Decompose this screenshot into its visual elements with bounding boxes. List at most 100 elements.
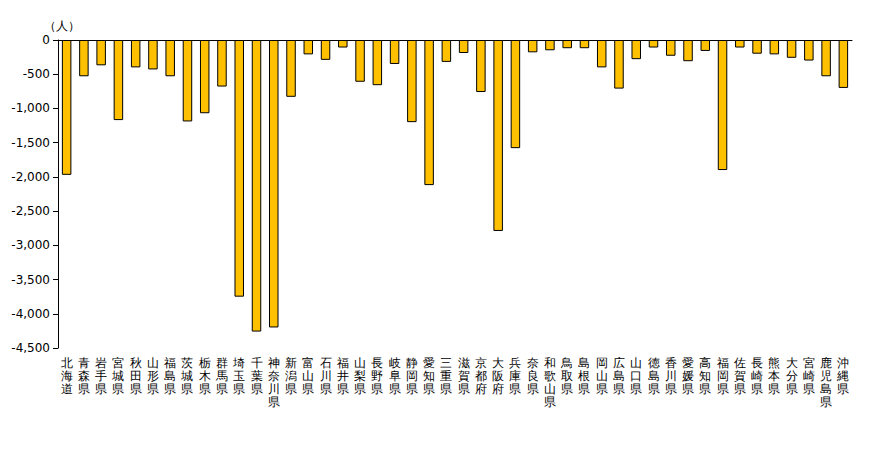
svg-text:県: 県 [216,382,228,396]
svg-text:-3,000: -3,000 [11,238,50,252]
svg-text:滋: 滋 [458,356,470,370]
svg-text:県: 県 [406,382,418,396]
svg-text:県: 県 [578,382,590,396]
svg-text:県: 県 [665,382,677,396]
svg-text:県: 県 [302,382,314,396]
svg-text:大: 大 [492,356,504,370]
svg-text:児: 児 [820,369,832,383]
svg-text:広: 広 [613,356,625,370]
svg-text:県: 県 [164,382,176,396]
svg-text:奈: 奈 [268,369,280,383]
svg-text:川: 川 [320,369,332,383]
svg-text:野: 野 [371,369,383,383]
svg-text:兵: 兵 [509,356,521,370]
svg-text:島: 島 [648,369,660,383]
svg-text:岐: 岐 [389,356,401,370]
svg-text:徳: 徳 [648,356,660,370]
svg-text:知: 知 [699,369,711,383]
svg-text:高: 高 [699,356,711,370]
svg-text:-500: -500 [23,67,50,81]
svg-text:鳥: 鳥 [560,356,573,370]
svg-text:県: 県 [613,382,625,396]
svg-text:（人）: （人） [44,19,80,33]
svg-text:三: 三 [440,356,452,370]
svg-text:県: 県 [337,382,349,396]
svg-text:島: 島 [578,356,590,370]
svg-text:-4,000: -4,000 [11,307,50,321]
svg-text:賀: 賀 [458,369,470,383]
svg-text:0: 0 [42,33,50,47]
svg-text:山: 山 [596,369,608,383]
svg-text:県: 県 [130,382,142,396]
svg-text:潟: 潟 [285,369,297,383]
svg-text:和: 和 [544,356,556,370]
svg-text:岡: 岡 [596,356,608,370]
svg-text:-1,000: -1,000 [11,101,50,115]
svg-text:県: 県 [734,382,746,396]
svg-text:奈: 奈 [527,356,539,370]
svg-text:県: 県 [458,382,470,396]
svg-text:-1,500: -1,500 [11,136,50,150]
svg-text:海: 海 [61,369,73,383]
svg-text:縄: 縄 [836,369,849,383]
svg-text:良: 良 [527,369,539,383]
svg-text:福: 福 [717,356,729,370]
svg-text:県: 県 [181,382,193,396]
svg-text:新: 新 [285,356,297,370]
svg-text:本: 本 [768,369,780,383]
svg-text:道: 道 [61,382,73,396]
svg-text:重: 重 [440,369,452,383]
svg-text:石: 石 [320,356,332,370]
svg-text:城: 城 [111,369,124,383]
svg-text:県: 県 [561,382,573,396]
svg-text:県: 県 [820,395,832,409]
svg-text:岡: 岡 [717,369,729,383]
svg-text:馬: 馬 [215,369,228,383]
svg-text:県: 県 [320,382,332,396]
svg-text:-2,000: -2,000 [11,170,50,184]
svg-text:島: 島 [820,382,832,396]
svg-text:富: 富 [302,356,314,370]
svg-text:取: 取 [561,369,573,383]
svg-text:茨: 茨 [181,356,193,370]
svg-text:山: 山 [354,356,366,370]
svg-text:県: 県 [648,382,660,396]
svg-text:県: 県 [768,382,780,396]
svg-text:阪: 阪 [492,369,504,383]
svg-text:栃: 栃 [199,356,211,370]
svg-text:埼: 埼 [232,356,245,370]
svg-text:-2,500: -2,500 [11,204,50,218]
svg-text:崎: 崎 [751,369,763,383]
svg-text:森: 森 [78,369,90,383]
svg-text:福: 福 [164,356,176,370]
svg-text:島: 島 [164,369,176,383]
svg-text:愛: 愛 [682,356,694,370]
svg-text:県: 県 [837,382,849,396]
svg-text:青: 青 [78,356,90,370]
svg-text:宮: 宮 [803,356,815,370]
svg-text:県: 県 [527,382,539,396]
svg-text:山: 山 [630,356,642,370]
svg-text:岩: 岩 [95,356,107,370]
svg-text:県: 県 [803,382,815,396]
svg-text:梨: 梨 [354,369,366,383]
svg-text:静: 静 [406,356,418,370]
svg-text:山: 山 [544,382,556,396]
svg-text:県: 県 [786,382,798,396]
svg-text:秋: 秋 [130,356,142,370]
svg-text:県: 県 [199,382,211,396]
svg-text:県: 県 [112,382,124,396]
svg-text:都: 都 [475,369,487,383]
svg-text:県: 県 [596,382,608,396]
svg-text:手: 手 [95,369,107,383]
svg-text:川: 川 [665,369,677,383]
svg-text:県: 県 [389,382,401,396]
svg-text:群: 群 [216,356,228,370]
svg-text:県: 県 [440,382,452,396]
svg-text:田: 田 [130,369,142,383]
svg-text:佐: 佐 [734,356,746,370]
svg-text:庫: 庫 [509,369,521,383]
svg-text:川: 川 [268,382,280,396]
svg-text:香: 香 [665,356,677,370]
svg-text:神: 神 [268,356,280,370]
